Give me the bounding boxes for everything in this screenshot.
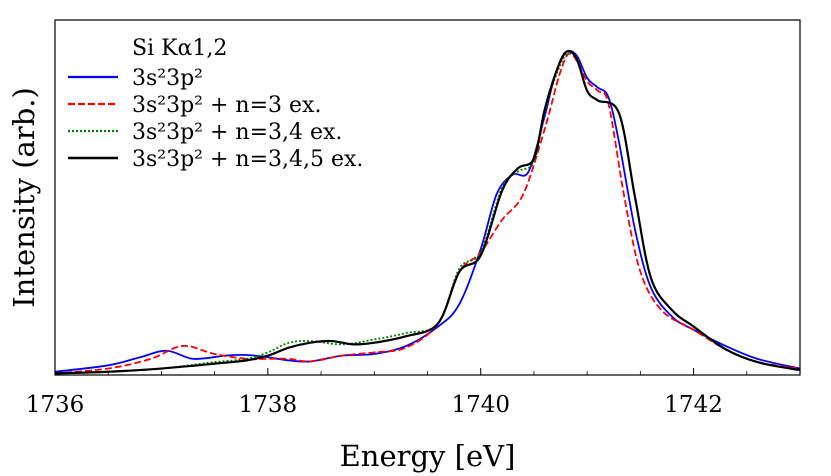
legend-label-2: 3s²3p² + n=3 ex. bbox=[132, 93, 321, 118]
x-tick-label: 1738 bbox=[239, 392, 298, 418]
x-tick-label: 1736 bbox=[26, 392, 85, 418]
legend-title: Si Kα1,2 bbox=[132, 36, 227, 61]
series-line-1 bbox=[54, 50, 801, 373]
x-tick-label: 1742 bbox=[664, 392, 723, 418]
legend-label-4: 3s²3p² + n=3,4,5 ex. bbox=[132, 147, 363, 172]
legend-label-1: 3s²3p² bbox=[132, 66, 203, 91]
x-axis-ticks: 1736 1738 1740 1742 bbox=[26, 368, 801, 418]
series-line-2 bbox=[54, 52, 801, 375]
legend-label-3: 3s²3p² + n=3,4 ex. bbox=[132, 120, 342, 145]
y-axis-label: Intensity (arb.) bbox=[7, 87, 41, 308]
plot-curves bbox=[54, 49, 801, 375]
series-line-4 bbox=[54, 49, 801, 375]
x-tick-label: 1740 bbox=[451, 392, 510, 418]
x-axis-label: Energy [eV] bbox=[340, 439, 516, 473]
